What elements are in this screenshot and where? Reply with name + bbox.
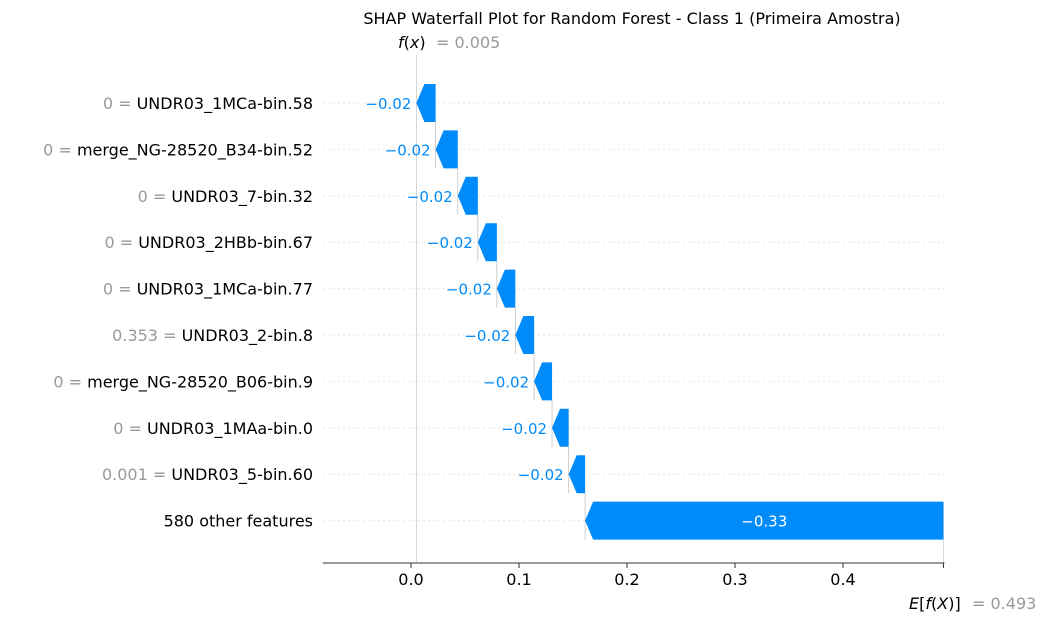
feature-name: UNDR03_1MCa-bin.77 <box>137 280 313 300</box>
shap-bar <box>534 362 553 401</box>
feature-value: 0 = <box>53 372 87 391</box>
bar-value-label: −0.02 <box>464 327 510 345</box>
feature-label: 0 = UNDR03_1MAa-bin.0 <box>113 419 313 439</box>
x-tick-label: 0.3 <box>722 570 747 589</box>
base-value-annotation: E[f(X)] = 0.493 <box>909 594 1036 613</box>
feature-name: UNDR03_1MCa-bin.58 <box>137 94 313 114</box>
fx-value: = 0.005 <box>436 33 500 52</box>
feature-name: UNDR03_2HBb-bin.67 <box>138 233 313 253</box>
feature-name: merge_NG-28520_B06-bin.9 <box>87 372 313 392</box>
feature-value: 0 = <box>43 140 77 159</box>
feature-value: 0.353 = <box>112 326 181 345</box>
feature-value: 0.001 = <box>102 465 171 484</box>
x-tick-label: 0.2 <box>614 570 639 589</box>
shap-bar <box>568 455 586 494</box>
feature-name: UNDR03_2-bin.8 <box>182 326 313 346</box>
x-axis: 0.0 0.1 0.2 0.3 0.4 <box>323 562 945 589</box>
base-label: E[f(X)] <box>909 594 961 613</box>
shap-bar <box>552 408 569 447</box>
fx-annotation: f(x) = 0.005 <box>398 33 500 52</box>
x-tick-label: 0.4 <box>830 570 855 589</box>
bar-value-label: −0.02 <box>446 281 492 299</box>
bar-value-label: −0.02 <box>365 95 411 113</box>
bar-value-label: −0.02 <box>483 373 529 391</box>
feature-value: 0 = <box>104 233 138 252</box>
feature-value: 0 = <box>103 94 137 113</box>
bar-value-label: −0.02 <box>385 141 431 159</box>
shap-bar <box>515 316 535 354</box>
connectors <box>435 122 586 540</box>
feature-label: 0.001 = UNDR03_5-bin.60 <box>102 465 313 485</box>
chart-title: SHAP Waterfall Plot for Random Forest - … <box>363 9 900 28</box>
feature-label: 0 = UNDR03_1MCa-bin.58 <box>103 94 313 114</box>
fx-label: f(x) <box>398 33 426 52</box>
bar-value-label: −0.02 <box>501 420 547 438</box>
feature-label: 0 = merge_NG-28520_B34-bin.52 <box>43 140 313 160</box>
feature-name: UNDR03_5-bin.60 <box>171 465 313 485</box>
shap-bar <box>477 223 497 262</box>
guide-lines <box>415 55 944 563</box>
feature-label: 580 other features <box>164 512 313 531</box>
feature-label: 0.353 = UNDR03_2-bin.8 <box>112 326 313 346</box>
bar-value-label: −0.02 <box>407 188 453 206</box>
shap-bar <box>457 176 478 215</box>
feature-name: 580 other features <box>164 512 313 531</box>
shap-bar <box>496 269 516 308</box>
x-tick-label: 0.1 <box>506 570 531 589</box>
feature-label: 0 = UNDR03_1MCa-bin.77 <box>103 280 313 300</box>
feature-name: UNDR03_1MAa-bin.0 <box>147 419 313 439</box>
feature-label: 0 = UNDR03_2HBb-bin.67 <box>104 233 313 253</box>
feature-value: 0 = <box>138 187 172 206</box>
feature-name: merge_NG-28520_B34-bin.52 <box>77 140 313 160</box>
bars <box>416 84 944 540</box>
feature-name: UNDR03_7-bin.32 <box>171 187 313 207</box>
bar-labels: −0.02 −0.02 −0.02 −0.02 −0.02 −0.02 −0.02 −0.02… <box>365 95 787 531</box>
bar-value-label: −0.02 <box>518 466 564 484</box>
x-tick-label: 0.0 <box>398 570 423 589</box>
shap-bar <box>416 84 436 122</box>
feature-value: 0 = <box>103 280 137 299</box>
feature-label: 0 = merge_NG-28520_B06-bin.9 <box>53 372 313 392</box>
shap-bar <box>585 501 944 540</box>
base-value: = 0.493 <box>972 594 1036 613</box>
feature-label: 0 = UNDR03_7-bin.32 <box>138 187 313 207</box>
feature-labels: 0 = UNDR03_1MCa-bin.580 = merge_NG-28520… <box>43 94 313 531</box>
shap-bar <box>435 130 458 169</box>
feature-value: 0 = <box>113 419 147 438</box>
bar-value-label: −0.02 <box>427 234 473 252</box>
bar-value-label: −0.33 <box>741 513 787 531</box>
